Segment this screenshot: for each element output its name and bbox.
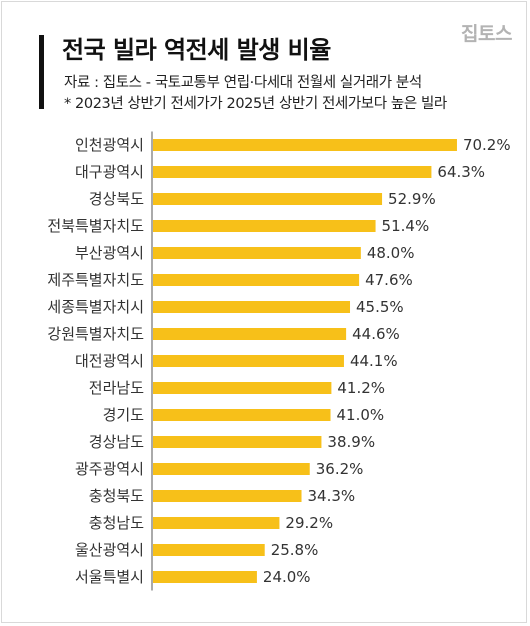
value-label: 41.2%	[337, 379, 385, 397]
value-label: 44.6%	[352, 325, 400, 343]
value-label: 41.0%	[337, 406, 385, 424]
bar	[153, 463, 310, 475]
value-label: 29.2%	[285, 514, 333, 532]
category-label: 전북특별자치도	[47, 217, 144, 235]
category-label: 광주광역시	[75, 460, 144, 478]
bar	[153, 382, 332, 394]
category-label: 경상남도	[89, 433, 144, 451]
category-label: 대전광역시	[75, 352, 144, 370]
bar	[153, 544, 265, 556]
category-label: 대구광역시	[75, 163, 144, 181]
value-label: 51.4%	[382, 217, 430, 235]
value-label: 70.2%	[463, 136, 511, 154]
category-label: 충청남도	[89, 514, 144, 532]
value-label: 47.6%	[365, 271, 413, 289]
category-label: 부산광역시	[75, 244, 144, 262]
title-accent-bar	[39, 35, 44, 109]
bar	[153, 517, 280, 529]
category-label: 서울특별시	[75, 568, 144, 586]
category-label: 경상북도	[89, 190, 144, 208]
bar	[153, 301, 351, 313]
footnote: * 2023년 상반기 전세가가 2025년 상반기 전세가보다 높은 빌라	[64, 96, 447, 112]
bar	[153, 247, 361, 259]
bar	[153, 328, 347, 340]
value-label: 25.8%	[271, 541, 319, 559]
bar	[153, 220, 376, 232]
chart-title: 전국 빌라 역전세 발생 비율	[62, 36, 331, 64]
bar	[153, 571, 257, 583]
bar	[153, 409, 331, 421]
category-label: 울산광역시	[75, 541, 144, 559]
category-label: 전라남도	[89, 379, 144, 397]
brand-logo: 집토스	[461, 23, 512, 45]
value-label: 45.5%	[356, 298, 404, 316]
value-label: 52.9%	[388, 190, 436, 208]
value-label: 44.1%	[350, 352, 398, 370]
category-label: 인천광역시	[75, 136, 144, 154]
bar	[153, 139, 457, 151]
bar	[153, 355, 344, 367]
bar	[153, 490, 302, 502]
bar	[153, 436, 322, 448]
bar	[153, 166, 432, 178]
value-label: 64.3%	[437, 163, 485, 181]
value-label: 34.3%	[308, 487, 356, 505]
value-label: 48.0%	[367, 244, 415, 262]
category-label: 제주특별자치도	[47, 271, 144, 289]
category-label: 충청북도	[89, 487, 144, 505]
bar	[153, 274, 360, 286]
bar	[153, 193, 383, 205]
value-label: 38.9%	[327, 433, 375, 451]
value-label: 24.0%	[263, 568, 311, 586]
value-label: 36.2%	[316, 460, 364, 478]
category-label: 세종특별자치시	[47, 298, 144, 316]
source-note: 자료 : 집토스 - 국토교통부 연립·다세대 전월세 실거래가 분석	[64, 75, 422, 91]
category-label: 강원특별자치도	[47, 325, 144, 343]
category-label: 경기도	[103, 406, 145, 424]
